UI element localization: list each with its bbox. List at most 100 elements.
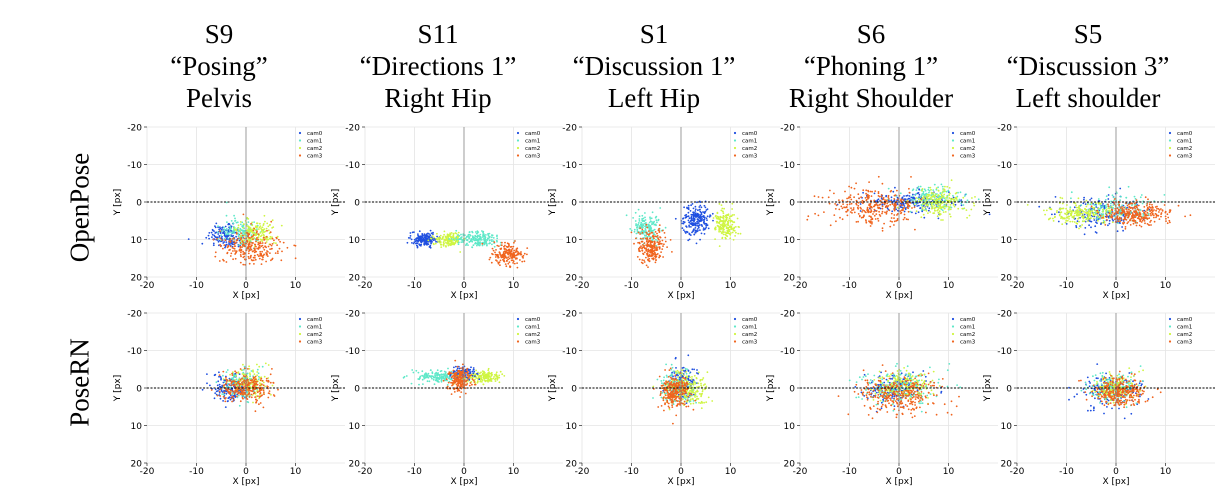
scatter-point-cam3	[905, 218, 908, 221]
scatter-point-cam3	[1116, 216, 1119, 219]
scatter-point-cam0	[702, 227, 705, 230]
scatter-point-cam3	[870, 218, 873, 221]
scatter-point-cam2	[1111, 221, 1114, 224]
scatter-point-cam3	[506, 249, 509, 252]
scatter-point-cam3	[279, 240, 281, 243]
scatter-point-cam0	[413, 241, 416, 244]
scatter-point-cam2	[927, 212, 929, 215]
scatter-point-cam3	[237, 388, 239, 391]
scatter-point-cam3	[509, 250, 512, 253]
scatter-point-cam1	[1099, 206, 1102, 209]
scatter-point-cam0	[681, 227, 684, 230]
scatter-point-cam3	[1138, 215, 1141, 217]
scatter-point-cam2	[939, 205, 941, 208]
scatter-point-cam2	[922, 213, 925, 216]
scatter-point-cam2	[926, 203, 929, 206]
scatter-point-cam0	[423, 236, 426, 239]
scatter-point-cam3	[242, 242, 245, 244]
scatter-point-cam3	[1155, 209, 1157, 212]
scatter-point-cam2	[896, 206, 899, 209]
scatter-point-cam3	[841, 207, 844, 210]
scatter-point-cam3	[225, 261, 228, 263]
scatter-point-cam1	[470, 239, 472, 242]
scatter-point-cam2	[263, 214, 266, 217]
scatter-point-cam1	[647, 225, 649, 227]
scatter-point-cam3	[259, 402, 262, 404]
scatter-point-cam2	[933, 207, 936, 210]
scatter-point-cam0	[901, 196, 904, 199]
scatter-point-cam2	[1043, 209, 1045, 212]
scatter-point-cam2	[1078, 211, 1080, 213]
scatter-point-cam3	[223, 391, 226, 394]
scatter-point-cam2	[1071, 216, 1074, 219]
scatter-point-cam0	[896, 203, 899, 206]
scatter-point-cam3	[491, 252, 493, 255]
scatter-point-cam0	[687, 211, 690, 214]
scatter-point-cam2	[928, 194, 931, 196]
scatter-point-cam2	[733, 227, 735, 230]
scatter-point-cam3	[893, 220, 896, 223]
scatter-point-cam2	[243, 223, 245, 226]
subject-label: S5	[1073, 19, 1103, 49]
scatter-point-cam1	[632, 217, 634, 219]
scatter-point-cam3	[817, 196, 820, 198]
scatter-point-cam1	[940, 183, 943, 186]
scatter-point-cam1	[229, 235, 232, 237]
scatter-point-cam2	[242, 227, 245, 229]
scatter-point-cam3	[522, 257, 524, 259]
scatter-point-cam2	[259, 222, 261, 225]
scatter-point-cam3	[862, 189, 865, 192]
scatter-point-cam2	[1093, 209, 1096, 212]
scatter-point-cam0	[698, 208, 701, 211]
scatter-point-cam2	[1061, 197, 1064, 200]
scatter-point-cam1	[496, 234, 498, 237]
scatter-point-cam3	[226, 251, 229, 254]
scatter-point-cam3	[1129, 224, 1132, 226]
scatter-point-cam0	[424, 241, 427, 244]
scatter-point-cam3	[261, 250, 263, 253]
scatter-point-cam0	[696, 220, 698, 223]
joint-label: Left Hip	[607, 83, 701, 113]
scatter-point-cam3	[508, 257, 511, 260]
x-tick-label: 10	[725, 281, 737, 291]
scatter-point-cam3	[1124, 214, 1127, 217]
scatter-point-cam0	[1112, 219, 1114, 222]
scatter-point-cam0	[221, 391, 224, 393]
scatter-point-cam3	[647, 233, 650, 236]
y-axis-label: Y [px]	[766, 189, 776, 216]
scatter-point-cam3	[873, 214, 876, 217]
scatter-point-cam3	[823, 211, 825, 214]
scatter-point-cam2	[936, 209, 939, 212]
scatter-point-cam3	[259, 254, 262, 256]
scatter-point-cam2	[256, 371, 259, 373]
subject-label: S6	[856, 19, 886, 49]
scatter-point-cam2	[930, 203, 933, 206]
scatter-point-cam3	[838, 199, 840, 202]
scatter-point-cam2	[931, 206, 934, 209]
scatter-point-cam3	[838, 208, 841, 211]
scatter-point-cam2	[247, 218, 250, 220]
scatter-point-cam3	[249, 256, 252, 259]
scatter-point-cam0	[697, 226, 700, 229]
scatter-point-cam3	[1124, 216, 1127, 219]
scatter-point-cam2	[256, 363, 258, 366]
scatter-point-cam2	[248, 365, 251, 368]
scatter-point-cam3	[494, 253, 497, 256]
scatter-point-cam2	[267, 225, 270, 228]
scatter-point-cam3	[1124, 226, 1127, 228]
scatter-point-cam3	[881, 227, 884, 230]
scatter-point-cam2	[932, 192, 935, 194]
scatter-point-cam3	[252, 259, 255, 262]
scatter-point-cam3	[834, 203, 836, 205]
scatter-point-cam1	[487, 237, 489, 240]
scatter-point-cam0	[712, 219, 714, 222]
scatter-point-cam3	[267, 380, 269, 383]
scatter-point-cam3	[857, 193, 860, 196]
scatter-point-cam3	[495, 249, 497, 251]
scatter-point-cam0	[220, 377, 223, 380]
scatter-point-cam3	[234, 257, 237, 260]
legend-label-cam2: cam2	[307, 332, 322, 338]
scatter-point-cam2	[722, 227, 724, 230]
scatter-point-cam3	[268, 390, 271, 392]
